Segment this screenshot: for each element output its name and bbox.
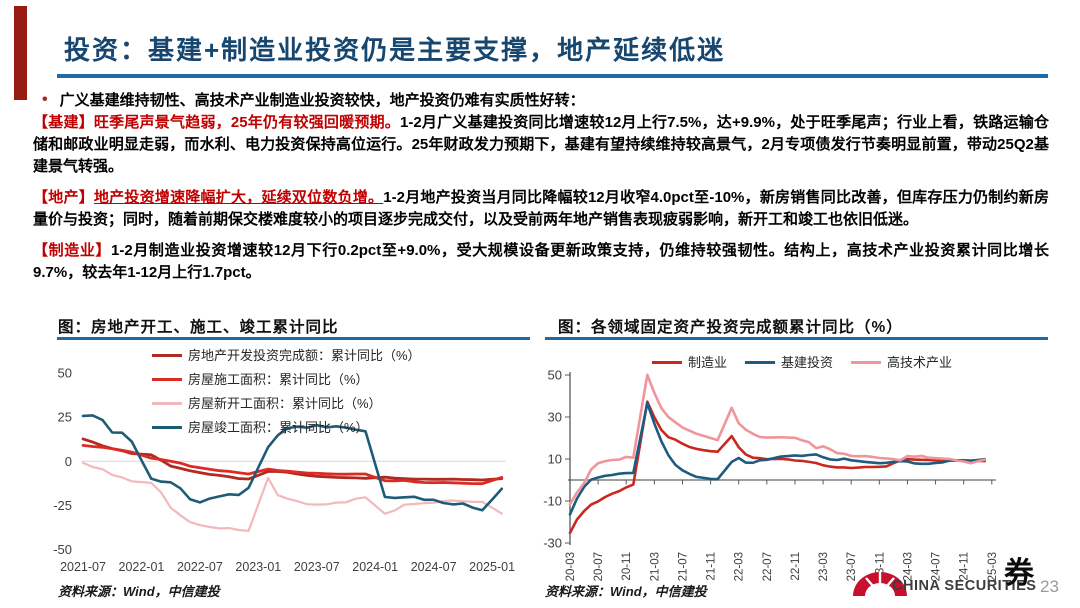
legend-line-swatch xyxy=(152,354,182,357)
svg-text:20-07: 20-07 xyxy=(593,552,605,581)
highlight-infrastructure: 旺季尾声景气趋弱，25年仍有较强回暖预期。 xyxy=(93,114,401,131)
body-realestate: 1-2月地产投资当月同比降幅较12月收窄4.0pct至-10%，新房销售同比改善… xyxy=(33,189,1049,228)
left-chart-legend: 房地产开发投资完成额：累计同比（%） 房屋施工面积：累计同比（%） 房屋新开工面… xyxy=(152,344,421,440)
legend-line-swatch xyxy=(652,361,682,364)
legend-label: 房屋新开工面积：累计同比（%） xyxy=(188,396,382,411)
svg-text:22-07: 22-07 xyxy=(762,552,774,581)
summary-bullet: • 广义基建维持韧性、高技术产业制造业投资较快，地产投资仍难有实质性好转： xyxy=(42,89,1042,110)
legend-label: 高技术产业 xyxy=(887,355,953,370)
svg-text:30: 30 xyxy=(548,410,562,425)
svg-text:22-03: 22-03 xyxy=(734,552,746,581)
svg-text:50: 50 xyxy=(58,366,72,381)
legend-label: 基建投资 xyxy=(781,355,834,370)
legend-line-swatch xyxy=(152,378,182,381)
svg-text:0: 0 xyxy=(65,454,72,469)
legend-item: 房屋施工面积：累计同比（%） xyxy=(152,368,421,392)
svg-text:2023-07: 2023-07 xyxy=(294,560,340,574)
right-chart-title: 图：各领域固定资产投资完成额累计同比（%） xyxy=(558,319,903,336)
svg-text:20-11: 20-11 xyxy=(621,552,633,581)
right-chart-title-rule xyxy=(545,337,1048,340)
legend-item: 房地产开发投资完成额：累计同比（%） xyxy=(152,344,421,368)
tag-manufacturing: 【制造业】 xyxy=(33,242,112,259)
paragraph-manufacturing: 【制造业】1-2月制造业投资增速较12月下行0.2pct至+9.0%，受大规模设… xyxy=(33,240,1049,284)
logo-cjk-mark: 券 xyxy=(1004,557,1034,590)
legend-label: 房屋施工面积：累计同比（%） xyxy=(188,372,369,387)
legend-item: 高技术产业 xyxy=(851,354,952,372)
svg-text:2025-01: 2025-01 xyxy=(469,560,515,574)
svg-text:2022-01: 2022-01 xyxy=(119,560,165,574)
left-chart-title-rule xyxy=(57,337,530,340)
left-source-note: 资料来源：Wind，中信建投 xyxy=(58,584,220,599)
svg-text:21-07: 21-07 xyxy=(677,552,689,581)
legend-line-swatch xyxy=(152,402,182,405)
summary-bullet-text: 广义基建维持韧性、高技术产业制造业投资较快，地产投资仍难有实质性好转： xyxy=(59,92,585,109)
svg-text:2022-07: 2022-07 xyxy=(177,560,223,574)
svg-text:50: 50 xyxy=(548,368,562,383)
legend-line-swatch xyxy=(152,426,182,429)
left-chart-title: 图：房地产开工、施工、竣工累计同比 xyxy=(58,319,339,336)
body-manufacturing: 1-2月制造业投资增速较12月下行0.2pct至+9.0%，受大规模设备更新政策… xyxy=(33,242,1049,281)
svg-text:23-03: 23-03 xyxy=(818,552,830,581)
svg-text:25: 25 xyxy=(58,410,72,425)
legend-item: 基建投资 xyxy=(745,354,833,372)
legend-line-swatch xyxy=(851,361,882,364)
china-securities-arc-logo xyxy=(853,572,907,596)
svg-text:24-07: 24-07 xyxy=(931,552,943,581)
legend-label: 房屋竣工面积：累计同比（%） xyxy=(188,420,369,435)
svg-text:21-11: 21-11 xyxy=(706,552,718,581)
svg-text:2024-01: 2024-01 xyxy=(352,560,398,574)
highlight-realestate: 地产投资增速降幅扩大，延续双位数负增。 xyxy=(93,189,384,206)
china-securities-logo-text: CHINA SECURITIES xyxy=(892,578,1037,594)
legend-item: 房屋新开工面积：累计同比（%） xyxy=(152,392,421,416)
right-source-note: 资料来源：Wind，中信建投 xyxy=(545,584,707,599)
svg-text:23-07: 23-07 xyxy=(846,552,858,581)
svg-text:2023-01: 2023-01 xyxy=(235,560,281,574)
legend-label: 房地产开发投资完成额：累计同比（%） xyxy=(188,348,421,363)
svg-text:-50: -50 xyxy=(53,542,72,557)
paragraph-realestate: 【地产】地产投资增速降幅扩大，延续双位数负增。1-2月地产投资当月同比降幅较12… xyxy=(33,187,1049,231)
paragraph-infrastructure: 【基建】旺季尾声景气趋弱，25年仍有较强回暖预期。1-2月广义基建投资同比增速较… xyxy=(33,112,1049,178)
tag-realestate: 【地产】 xyxy=(33,189,94,206)
legend-line-swatch xyxy=(745,361,776,364)
legend-label: 制造业 xyxy=(688,355,728,370)
svg-text:-30: -30 xyxy=(543,536,562,551)
svg-text:24-11: 24-11 xyxy=(959,552,971,581)
svg-text:-10: -10 xyxy=(543,494,562,509)
svg-text:2021-07: 2021-07 xyxy=(60,560,106,574)
left-line-chart: 50 25 0 -25 -50 2021-07 2022-01 2022-07 2023-01 2… xyxy=(53,366,515,575)
bullet-dot: • xyxy=(42,91,48,108)
svg-text:21-03: 21-03 xyxy=(649,552,661,581)
page-title: 投资：基建+制造业投资仍是主要支撑，地产延续低迷 xyxy=(64,35,726,65)
svg-text:22-11: 22-11 xyxy=(790,552,802,581)
title-rule xyxy=(57,74,1048,78)
legend-item: 房屋竣工面积：累计同比（%） xyxy=(152,416,421,440)
svg-text:2024-07: 2024-07 xyxy=(411,560,457,574)
svg-text:25-03: 25-03 xyxy=(987,552,999,581)
body-infrastructure: 1-2月广义基建投资同比增速较12月上行7.5%，达+9.9%，处于旺季尾声；行… xyxy=(33,114,1049,175)
legend-item: 制造业 xyxy=(652,354,727,372)
svg-text:10: 10 xyxy=(548,452,562,467)
tag-infrastructure: 【基建】 xyxy=(33,114,94,131)
right-chart-legend: 制造业 基建投资 高技术产业 xyxy=(652,354,952,372)
svg-text:-25: -25 xyxy=(53,498,72,513)
svg-text:20-03: 20-03 xyxy=(565,552,577,581)
body-paragraphs: 【基建】旺季尾声景气趋弱，25年仍有较强回暖预期。1-2月广义基建投资同比增速较… xyxy=(33,112,1049,293)
svg-text:24-03: 24-03 xyxy=(902,552,914,581)
accent-bar xyxy=(14,6,27,100)
page-number: 23 xyxy=(1040,577,1059,596)
